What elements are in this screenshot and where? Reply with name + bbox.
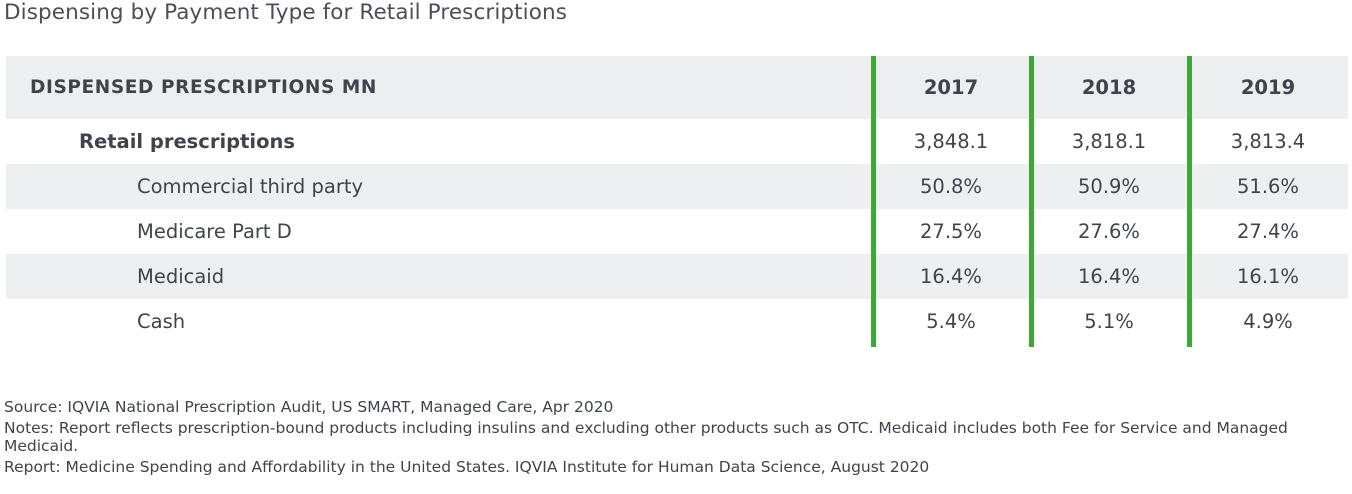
data-cell: 51.6% [1237, 175, 1299, 198]
data-cell: 27.6% [1078, 220, 1140, 243]
table-row-cash: Cash 5.4% 5.1% 4.9% [6, 299, 1348, 344]
data-cell: 4.9% [1243, 310, 1293, 333]
data-cell: 16.4% [920, 265, 982, 288]
footnotes: Source: IQVIA National Prescription Audi… [4, 398, 1324, 479]
report-note: Report: Medicine Spending and Affordabil… [4, 458, 930, 476]
column-header-2017: 2017 [923, 76, 979, 99]
data-cell: 16.4% [1078, 265, 1140, 288]
table-row-medicare-part-d: Medicare Part D 27.5% 27.6% 27.4% [6, 209, 1348, 254]
notes-text: Notes: Report reflects prescription-boun… [4, 419, 1288, 455]
data-table: DISPENSED PRESCRIPTIONS MN 2017 2018 201… [6, 56, 1348, 344]
row-label: Cash [137, 310, 186, 333]
data-cell: 3,848.1 [913, 130, 989, 153]
column-divider-2019 [1187, 56, 1192, 347]
table-header-row: DISPENSED PRESCRIPTIONS MN 2017 2018 201… [6, 56, 1348, 119]
column-divider-2017 [871, 56, 876, 347]
row-label: Commercial third party [137, 175, 364, 198]
data-cell: 27.4% [1237, 220, 1299, 243]
column-divider-2018 [1029, 56, 1034, 347]
chart-title: Dispensing by Payment Type for Retail Pr… [4, 0, 568, 25]
table-row-medicaid: Medicaid 16.4% 16.4% 16.1% [6, 254, 1348, 299]
data-cell: 5.4% [926, 310, 976, 333]
row-label: Medicare Part D [137, 220, 292, 243]
column-header-2019: 2019 [1240, 76, 1296, 99]
table-row-retail-prescriptions: Retail prescriptions 3,848.1 3,818.1 3,8… [6, 119, 1348, 164]
column-header-category: DISPENSED PRESCRIPTIONS MN [30, 77, 378, 98]
data-cell: 50.9% [1078, 175, 1140, 198]
data-cell: 3,813.4 [1230, 130, 1306, 153]
source-note: Source: IQVIA National Prescription Audi… [4, 398, 614, 416]
data-cell: 27.5% [920, 220, 982, 243]
table-row-commercial-third-party: Commercial third party 50.8% 50.9% 51.6% [6, 164, 1348, 209]
data-cell: 50.8% [920, 175, 982, 198]
column-header-2018: 2018 [1081, 76, 1137, 99]
row-label: Retail prescriptions [79, 130, 295, 153]
row-label: Medicaid [137, 265, 225, 288]
data-cell: 3,818.1 [1071, 130, 1147, 153]
data-cell: 16.1% [1237, 265, 1299, 288]
data-cell: 5.1% [1084, 310, 1134, 333]
